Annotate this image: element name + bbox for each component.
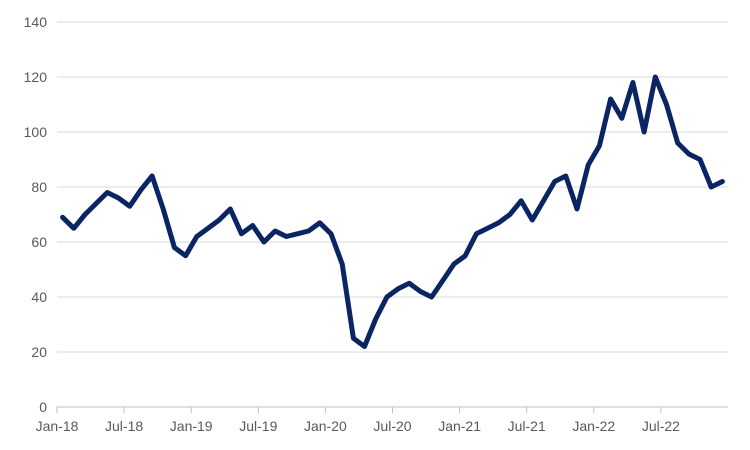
- y-tick-label: 40: [31, 289, 47, 305]
- gridlines: [57, 21, 728, 353]
- x-tick-label: Jul-22: [642, 418, 680, 434]
- y-tick-label: 0: [39, 399, 47, 415]
- y-tick-label: 20: [31, 344, 47, 360]
- y-axis-tick-labels: 0 20 40 60 80 100 120 140: [24, 14, 48, 415]
- x-tick-label: Jan-18: [36, 418, 79, 434]
- y-tick-label: 60: [31, 234, 47, 250]
- series-group: [60, 74, 725, 349]
- x-tick-label: Jul-18: [105, 418, 143, 434]
- y-tick-label: 80: [31, 179, 47, 195]
- x-tick-label: Jul-20: [373, 418, 411, 434]
- x-tick-label: Jul-19: [239, 418, 277, 434]
- x-tick-label: Jan-20: [304, 418, 347, 434]
- x-axis-tick-labels: Jan-18 Jul-18 Jan-19 Jul-19 Jan-20 Jul-20 Jan-…: [36, 418, 681, 434]
- x-tick-label: Jan-22: [572, 418, 615, 434]
- x-tick-label: Jan-21: [438, 418, 481, 434]
- x-axis: [56, 406, 728, 413]
- x-tick-label: Jan-19: [170, 418, 213, 434]
- y-tick-label: 120: [24, 69, 48, 85]
- y-tick-label: 140: [24, 14, 48, 30]
- series-line: [60, 74, 725, 349]
- y-tick-label: 100: [24, 124, 48, 140]
- x-tick-label: Jul-21: [508, 418, 546, 434]
